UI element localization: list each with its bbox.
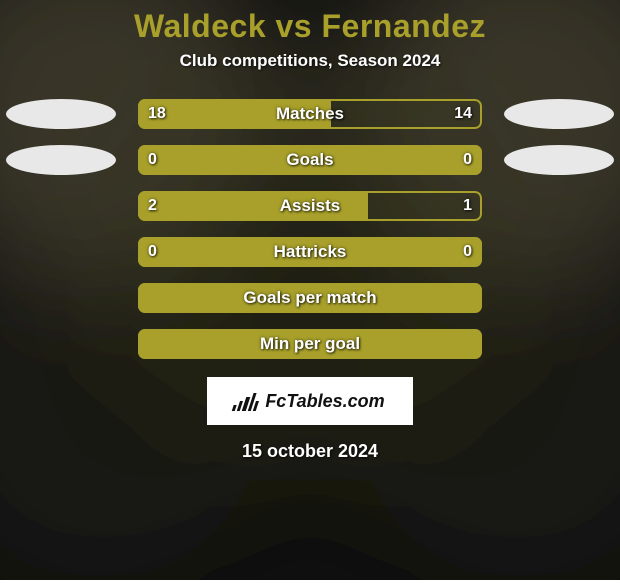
date-text: 15 october 2024 [0,441,620,462]
content: Waldeck vs Fernandez Club competitions, … [0,0,620,580]
bar-fill-right [368,191,482,221]
stat-row: Matches1814 [0,99,620,129]
stat-bar: Min per goal [138,329,482,359]
stat-bar: Matches1814 [138,99,482,129]
branding-badge: FcTables.com [207,377,413,425]
bar-fill-left [138,191,368,221]
page-title: Waldeck vs Fernandez [0,8,620,45]
stat-row: Hattricks00 [0,237,620,267]
bar-fill-left [138,99,331,129]
stat-bar: Assists21 [138,191,482,221]
stat-row: Goals00 [0,145,620,175]
subtitle: Club competitions, Season 2024 [0,51,620,71]
stat-rows: Matches1814 Goals00 Assists21 Hattricks00 Go… [0,99,620,359]
stat-row: Goals per match [0,283,620,313]
bar-fill-left [138,145,482,175]
branding-text: FcTables.com [265,391,384,412]
side-ellipse-right [504,145,614,175]
bar-fill-left [138,283,482,313]
stat-bar: Hattricks00 [138,237,482,267]
bar-fill-left [138,237,482,267]
fctables-icon [232,391,262,411]
side-ellipse-right [504,99,614,129]
bar-fill-left [138,329,482,359]
side-ellipse-left [6,145,116,175]
side-ellipse-left [6,99,116,129]
bar-fill-right [331,99,482,129]
stat-bar: Goals per match [138,283,482,313]
stat-row: Min per goal [0,329,620,359]
stat-row: Assists21 [0,191,620,221]
stat-bar: Goals00 [138,145,482,175]
